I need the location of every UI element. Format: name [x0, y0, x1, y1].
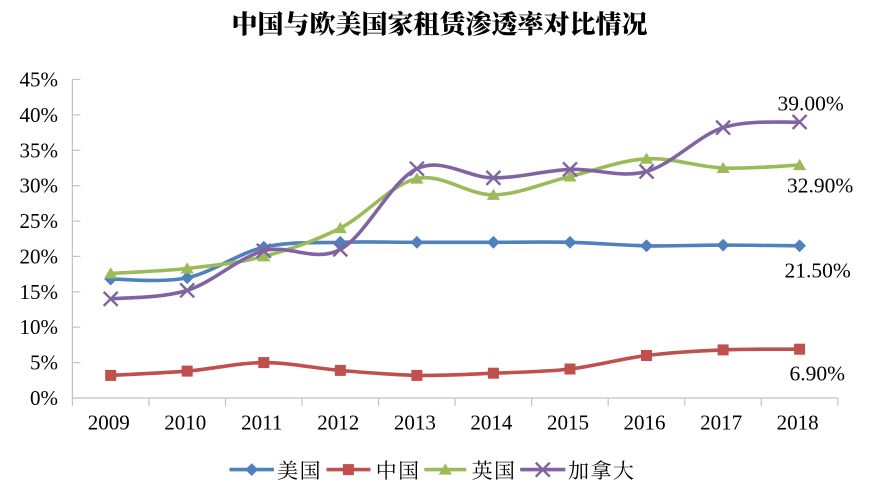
svg-text:6.90%: 6.90% — [790, 362, 846, 386]
svg-text:0%: 0% — [30, 386, 58, 410]
svg-text:2016: 2016 — [624, 411, 666, 435]
svg-text:2018: 2018 — [777, 411, 819, 435]
svg-text:2013: 2013 — [394, 411, 436, 435]
svg-text:2012: 2012 — [317, 411, 359, 435]
svg-text:2014: 2014 — [470, 411, 513, 435]
svg-text:40%: 40% — [20, 103, 59, 127]
svg-text:15%: 15% — [20, 280, 59, 304]
svg-text:2010: 2010 — [164, 411, 206, 435]
svg-text:32.90%: 32.90% — [787, 174, 853, 198]
svg-text:30%: 30% — [20, 174, 59, 198]
svg-text:45%: 45% — [20, 68, 59, 92]
svg-text:2017: 2017 — [700, 411, 742, 435]
svg-text:20%: 20% — [20, 244, 59, 268]
svg-text:2015: 2015 — [547, 411, 589, 435]
svg-text:5%: 5% — [30, 351, 58, 375]
svg-text:35%: 35% — [20, 138, 59, 162]
svg-text:39.00%: 39.00% — [778, 91, 844, 115]
svg-text:2009: 2009 — [88, 411, 130, 435]
svg-text:2011: 2011 — [241, 411, 282, 435]
svg-text:21.50%: 21.50% — [785, 259, 851, 283]
svg-text:10%: 10% — [20, 315, 59, 339]
svg-text:25%: 25% — [20, 209, 59, 233]
